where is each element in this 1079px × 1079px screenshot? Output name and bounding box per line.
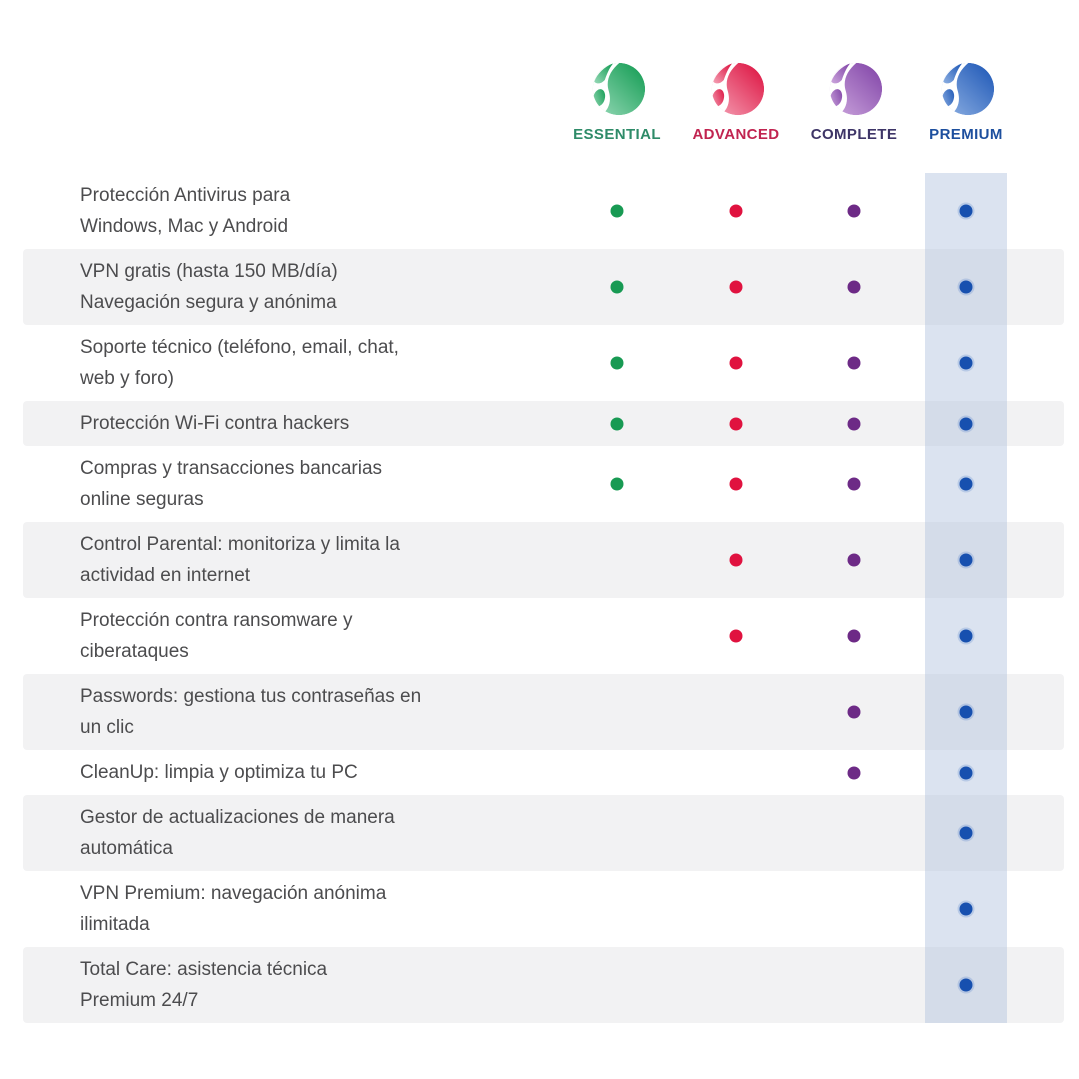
feature-line: Passwords: gestiona tus contraseñas en [80,686,422,707]
plan-header-advanced[interactable]: ADVANCED [666,58,806,143]
feature-row: Passwords: gestiona tus contraseñas en un… [23,674,1064,750]
feature-row: Total Care: asistencia técnica Premium 24… [23,947,1064,1023]
feature-line: VPN Premium: navegación anónima [80,883,387,904]
included-dot-premium [959,280,973,294]
included-dot-premium [959,417,973,430]
feature-line: online seguras [80,489,204,510]
included-dot-advanced [729,204,743,218]
feature-row: Protección Antivirus para Windows, Mac y … [23,173,1064,249]
feature-line: CleanUp: limpia y optimiza tu PC [80,762,358,783]
feature-line: Protección contra ransomware y [80,610,353,631]
included-dot-essential [610,280,624,294]
panda-logo-icon [935,58,997,120]
feature-line: Windows, Mac y Android [80,216,289,237]
included-dot-advanced [729,280,743,294]
feature-row: VPN gratis (hasta 150 MB/día) Navegación … [23,249,1064,325]
panda-logo-icon [586,58,648,120]
feature-text: Compras y transacciones bancarias online … [23,453,1064,515]
included-dot-premium [959,902,973,916]
included-dot-essential [610,356,624,370]
plans-header: ESSENTIAL ADVANCED COMPLETE [0,0,1079,173]
included-dot-complete [847,204,861,218]
included-dot-essential [610,417,624,430]
included-dot-advanced [729,417,743,430]
feature-line: Navegación segura y anónima [80,292,337,313]
feature-line: Premium 24/7 [80,990,199,1011]
feature-text: Protección Antivirus para Windows, Mac y … [23,180,1064,242]
feature-text: VPN gratis (hasta 150 MB/día) Navegación … [23,256,1064,318]
feature-line: Compras y transacciones bancarias [80,458,383,479]
plan-label: ADVANCED [692,126,780,143]
included-dot-premium [959,766,973,779]
feature-text: CleanUp: limpia y optimiza tu PC [23,757,1064,788]
included-dot-premium [959,978,973,992]
feature-table: Protección Antivirus para Windows, Mac y … [23,173,1064,1023]
included-dot-complete [847,629,861,643]
feature-line: ilimitada [80,914,150,935]
feature-row: Protección Wi-Fi contra hackers [23,401,1064,446]
included-dot-complete [847,553,861,567]
feature-line: actividad en internet [80,565,251,586]
feature-line: Total Care: asistencia técnica [80,959,328,980]
included-dot-premium [959,705,973,719]
feature-text: VPN Premium: navegación anónima ilimitada [23,878,1064,940]
plan-header-complete[interactable]: COMPLETE [784,58,924,143]
feature-row: CleanUp: limpia y optimiza tu PC [23,750,1064,795]
included-dot-complete [847,766,861,779]
feature-text: Protección Wi-Fi contra hackers [23,408,1064,439]
feature-line: Control Parental: monitoriza y limita la [80,534,400,555]
plan-label: ESSENTIAL [573,126,661,143]
feature-line: Soporte técnico (teléfono, email, chat, [80,337,399,358]
included-dot-complete [847,280,861,294]
plan-header-premium[interactable]: PREMIUM [896,58,1036,143]
feature-row: Protección contra ransomware y ciberataqu… [23,598,1064,674]
feature-text: Soporte técnico (teléfono, email, chat, w… [23,332,1064,394]
included-dot-complete [847,477,861,491]
included-dot-essential [610,204,624,218]
feature-text: Gestor de actualizaciones de manera autom… [23,802,1064,864]
included-dot-premium [959,204,973,218]
included-dot-advanced [729,553,743,567]
included-dot-premium [959,629,973,643]
plan-label: COMPLETE [810,126,898,143]
feature-row: Gestor de actualizaciones de manera autom… [23,795,1064,871]
included-dot-advanced [729,629,743,643]
included-dot-advanced [729,356,743,370]
plan-header-essential[interactable]: ESSENTIAL [547,58,687,143]
feature-row: Control Parental: monitoriza y limita la… [23,522,1064,598]
feature-row: Soporte técnico (teléfono, email, chat, w… [23,325,1064,401]
feature-line: Protección Wi-Fi contra hackers [80,413,350,434]
feature-line: automática [80,838,173,859]
included-dot-premium [959,826,973,840]
included-dot-premium [959,553,973,567]
feature-line: Gestor de actualizaciones de manera [80,807,395,828]
included-dot-essential [610,477,624,491]
feature-text: Control Parental: monitoriza y limita la… [23,529,1064,591]
included-dot-premium [959,477,973,491]
plan-label: PREMIUM [929,126,1003,143]
panda-logo-icon [823,58,885,120]
feature-text: Total Care: asistencia técnica Premium 24… [23,954,1064,1016]
feature-line: Protección Antivirus para [80,185,291,206]
feature-line: ciberataques [80,641,189,662]
included-dot-premium [959,356,973,370]
included-dot-complete [847,417,861,430]
included-dot-complete [847,705,861,719]
included-dot-advanced [729,477,743,491]
feature-text: Passwords: gestiona tus contraseñas en un… [23,681,1064,743]
feature-line: un clic [80,717,134,738]
feature-line: web y foro) [80,368,174,389]
included-dot-complete [847,356,861,370]
feature-row: VPN Premium: navegación anónima ilimitada [23,871,1064,947]
panda-logo-icon [705,58,767,120]
feature-line: VPN gratis (hasta 150 MB/día) [80,261,338,282]
feature-text: Protección contra ransomware y ciberataqu… [23,605,1064,667]
feature-row: Compras y transacciones bancarias online … [23,446,1064,522]
